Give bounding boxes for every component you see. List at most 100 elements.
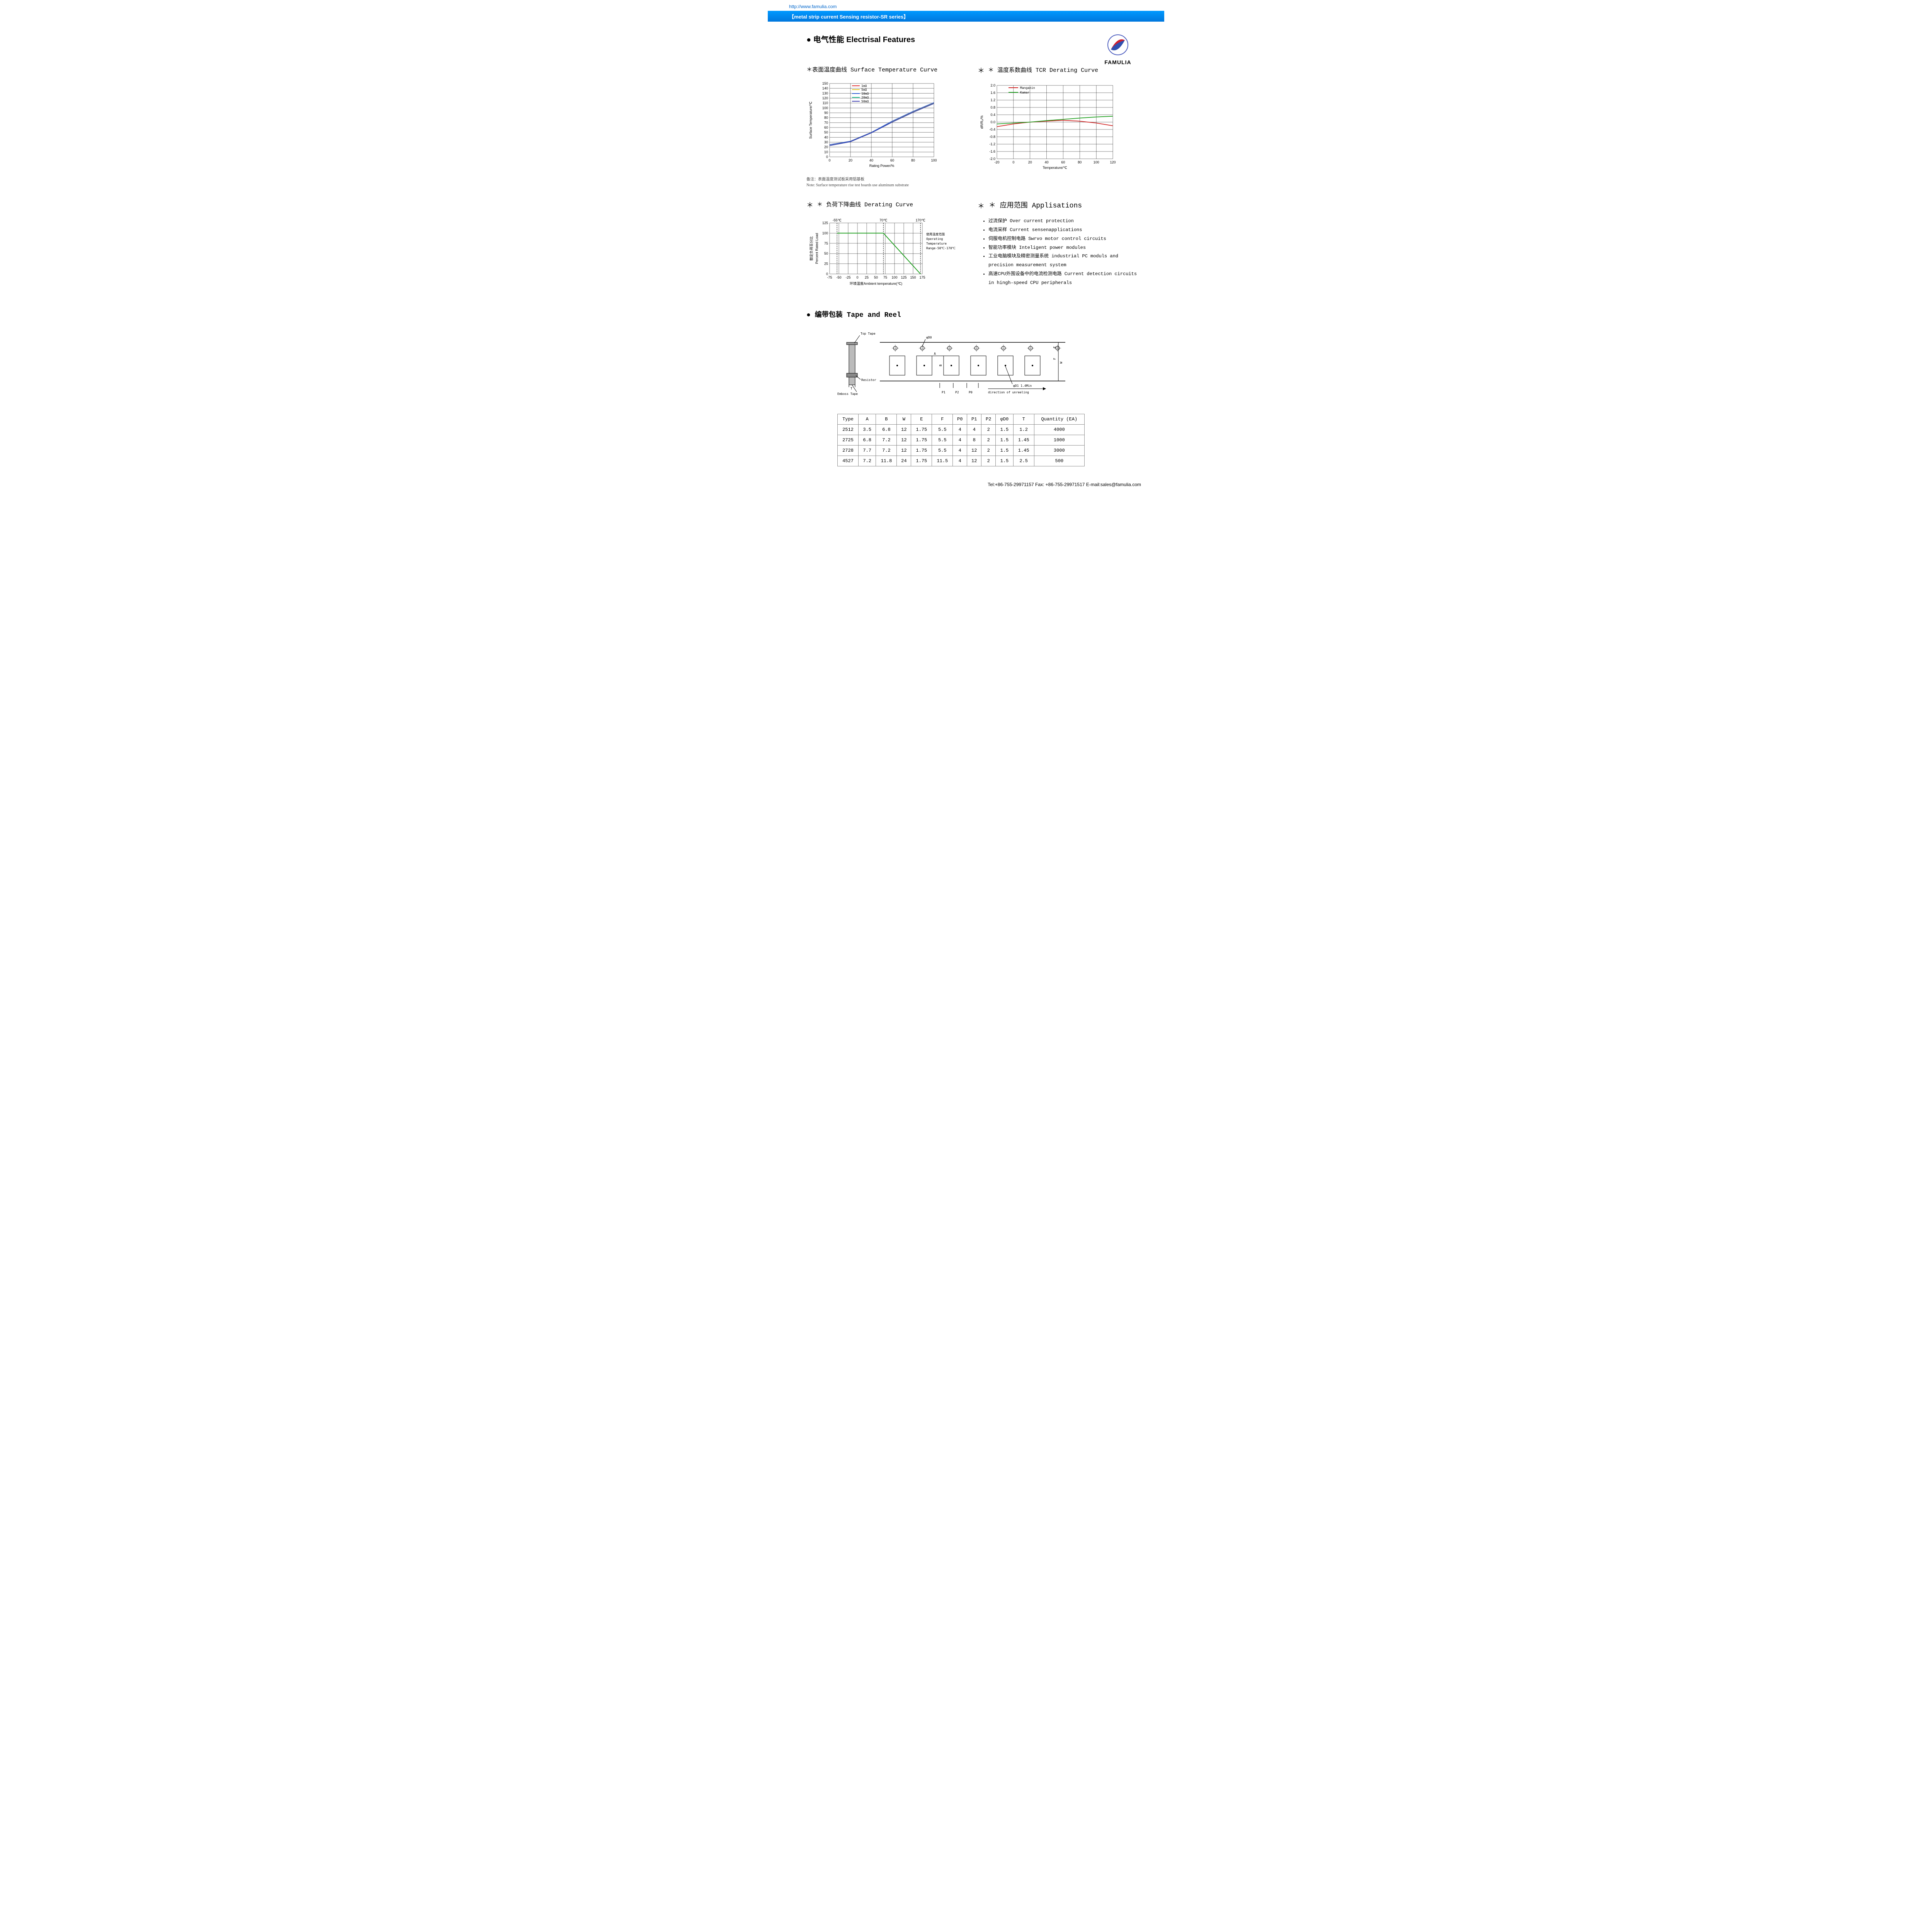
applications-list: 过流保护 Over current protection电流采样 Current… (978, 217, 1137, 287)
table-row: 45277.211.8241.7511.541221.52.5500 (838, 456, 1085, 466)
svg-text:-0.8: -0.8 (989, 135, 995, 139)
applications-heading: ＊ ＊ 应用范围 Applisations (978, 200, 1137, 211)
chart2-title: ＊ ＊ 温度系数曲线 TCR Derating Curve (978, 65, 1137, 75)
table-header: Type (838, 414, 859, 425)
svg-text:F: F (1053, 358, 1056, 360)
application-item: 过流保护 Over current protection (988, 217, 1137, 226)
svg-text:60: 60 (890, 158, 894, 162)
svg-text:2.0: 2.0 (990, 83, 995, 87)
svg-text:Kamar: Kamar (1020, 91, 1029, 94)
svg-text:40: 40 (1045, 160, 1049, 164)
svg-text:100: 100 (891, 276, 897, 279)
svg-text:Manganin: Manganin (1020, 86, 1035, 90)
svg-text:-55℃: -55℃ (833, 218, 842, 222)
svg-text:Range-50℃-170℃: Range-50℃-170℃ (926, 247, 956, 250)
svg-text:0: 0 (1012, 160, 1014, 164)
svg-text:100: 100 (931, 158, 937, 162)
chart1-note: 备注：表面温度测试板采用铝基板 Note: Surface temperatur… (806, 177, 966, 188)
chart1-title: ＊表面温度曲线 Surface Temperature Curve (806, 65, 966, 73)
svg-text:20: 20 (849, 158, 852, 162)
tcr-chart: -2.0-1.6-1.2-0.8-0.40.00.40.81.21.62.0-2… (978, 82, 1117, 170)
table-header: φD0 (996, 414, 1013, 425)
svg-text:150: 150 (822, 82, 828, 85)
svg-text:10mΩ: 10mΩ (861, 92, 869, 95)
svg-text:80: 80 (824, 116, 828, 120)
svg-text:环境温度Ambient temperature(℃): 环境温度Ambient temperature(℃) (850, 281, 902, 286)
svg-text:70: 70 (824, 121, 828, 124)
svg-text:40: 40 (824, 135, 828, 139)
svg-text:0.4: 0.4 (990, 113, 995, 117)
svg-text:T: T (850, 387, 852, 390)
page-footer: Tel:+86-755-29971157 Fax: +86-755-299715… (768, 466, 1164, 495)
svg-text:Resistor: Resistor (861, 378, 876, 382)
application-item: 工业电脑模块及精密测量系统 industrial PC moduls and p… (988, 252, 1137, 270)
tape-diagram: Top Tape Resistor Emboss Tape TφD0 A B E F WφD1 … (837, 327, 1069, 404)
svg-text:额定负荷百分比: 额定负荷百分比 (809, 236, 813, 260)
svg-text:使用温度范围: 使用温度范围 (926, 232, 945, 236)
table-header: B (876, 414, 897, 425)
svg-text:80: 80 (911, 158, 915, 162)
table-row: 27256.87.2121.755.54821.51.451000 (838, 435, 1085, 446)
title-bar-text: 【metal strip current Sensing resistor-SR… (789, 13, 908, 20)
svg-text:-20: -20 (994, 160, 999, 164)
table-header: Quantity (EA) (1034, 414, 1084, 425)
svg-text:120: 120 (822, 96, 828, 100)
svg-text:-1.2: -1.2 (989, 142, 995, 146)
svg-text:20mΩ: 20mΩ (861, 96, 869, 99)
svg-text:120: 120 (1110, 160, 1116, 164)
svg-text:1.6: 1.6 (990, 91, 995, 95)
svg-text:P1: P1 (942, 391, 946, 394)
svg-text:Surface Temperature/℃: Surface Temperature/℃ (809, 102, 813, 139)
svg-text:150: 150 (910, 276, 916, 279)
svg-text:80: 80 (1078, 160, 1082, 164)
svg-text:φD1 1.4Min: φD1 1.4Min (1013, 384, 1032, 388)
svg-text:50: 50 (874, 276, 878, 279)
svg-text:Percent Rated Load: Percent Rated Load (815, 233, 819, 264)
svg-text:Rating Power/%: Rating Power/% (869, 164, 895, 168)
svg-text:60: 60 (824, 126, 828, 129)
svg-text:B: B (939, 364, 942, 366)
svg-text:1.2: 1.2 (990, 98, 995, 102)
svg-text:5mΩ: 5mΩ (861, 88, 867, 92)
svg-text:-0.4: -0.4 (989, 128, 995, 131)
svg-text:50mΩ: 50mΩ (861, 100, 869, 103)
svg-text:φD0: φD0 (926, 336, 932, 339)
svg-text:1mΩ: 1mΩ (861, 84, 867, 88)
table-header: P1 (967, 414, 981, 425)
brand-logo: FAMULIA (1099, 33, 1137, 65)
svg-text:Top Tape: Top Tape (861, 332, 876, 335)
svg-text:110: 110 (823, 101, 828, 105)
svg-text:W: W (1060, 362, 1063, 364)
svg-text:175: 175 (919, 276, 925, 279)
svg-text:170℃: 170℃ (916, 218, 925, 222)
table-header: P2 (981, 414, 996, 425)
tape-spec-table: TypeABWEFP0P1P2φD0TQuantity (EA)25123.56… (837, 414, 1085, 466)
svg-text:30: 30 (824, 140, 828, 144)
header-url[interactable]: http://www.famulia.com (768, 0, 1164, 11)
svg-text:40: 40 (869, 158, 873, 162)
svg-text:0.8: 0.8 (990, 105, 995, 109)
table-header: W (897, 414, 911, 425)
svg-text:dR/R₀/%: dR/R₀/% (980, 116, 984, 129)
svg-text:P0: P0 (969, 391, 973, 394)
svg-text:E: E (1053, 346, 1056, 348)
svg-text:Temperature: Temperature (926, 242, 947, 245)
svg-text:A: A (934, 352, 936, 355)
svg-text:50: 50 (824, 131, 828, 134)
svg-text:75: 75 (883, 276, 887, 279)
svg-text:10: 10 (824, 150, 828, 154)
table-row: 27287.77.2121.755.541221.51.453000 (838, 446, 1085, 456)
svg-text:P2: P2 (955, 391, 959, 394)
svg-text:70℃: 70℃ (879, 218, 887, 222)
svg-text:100: 100 (822, 231, 828, 235)
svg-text:0: 0 (828, 158, 830, 162)
svg-text:-25: -25 (845, 276, 850, 279)
svg-text:Emboss Tape: Emboss Tape (837, 392, 858, 396)
derating-chart: 0255075100125-75-50-25025507510012515017… (806, 216, 961, 289)
svg-text:90: 90 (824, 111, 828, 115)
table-header: F (932, 414, 953, 425)
chart3-title: ＊ ＊ 负荷下降曲线 Derating Curve (806, 200, 966, 210)
tape-heading: ● 编带包装 Tape and Reel (806, 309, 1137, 319)
application-item: 高速CPU外围设备中的电流检测电路 Current detection circ… (988, 270, 1137, 287)
svg-text:-75: -75 (827, 276, 832, 279)
